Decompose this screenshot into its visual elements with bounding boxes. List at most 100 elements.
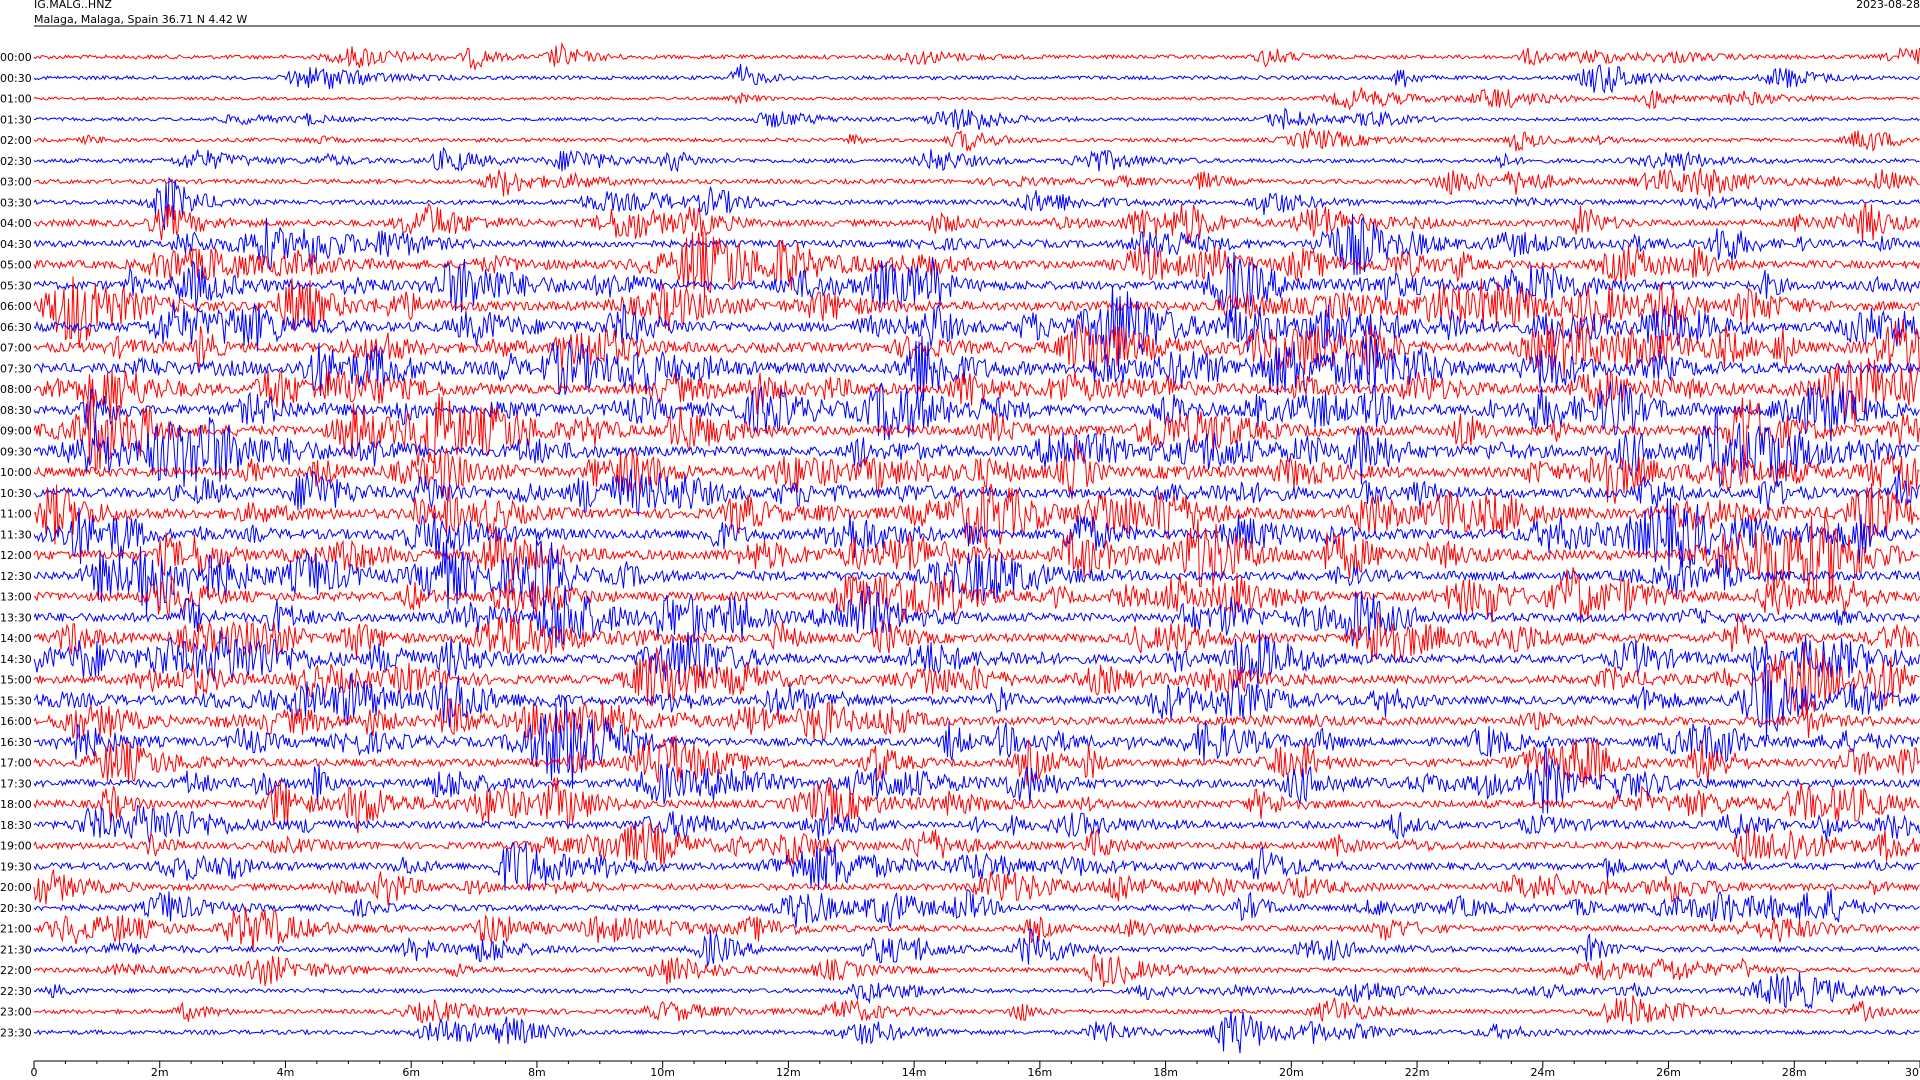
trace-row-1700 bbox=[33, 735, 1920, 788]
row-label-1230: 12:30 bbox=[0, 570, 32, 583]
row-label-1800: 18:00 bbox=[0, 798, 32, 811]
row-label-0130: 01:30 bbox=[0, 113, 32, 126]
trace-row-2300 bbox=[33, 995, 1920, 1025]
trace-row-1930 bbox=[33, 842, 1920, 892]
row-label-0930: 09:30 bbox=[0, 445, 32, 458]
trace-row-1130 bbox=[33, 497, 1920, 571]
row-label-0730: 07:30 bbox=[0, 362, 32, 375]
station-id: IG.MALG..HNZ bbox=[34, 0, 112, 11]
trace-row-0700 bbox=[33, 317, 1920, 377]
row-label-1130: 11:30 bbox=[0, 528, 32, 541]
row-label-0530: 05:30 bbox=[0, 279, 32, 292]
trace-row-2330 bbox=[33, 1011, 1920, 1054]
row-label-1200: 12:00 bbox=[0, 549, 32, 562]
trace-row-1100 bbox=[33, 483, 1920, 549]
trace-row-1000 bbox=[33, 441, 1920, 504]
station-location: Malaga, Malaga, Spain 36.71 N 4.42 W bbox=[34, 13, 248, 26]
row-label-2230: 22:30 bbox=[0, 985, 32, 998]
row-label-2130: 21:30 bbox=[0, 943, 32, 956]
trace-row-2030 bbox=[33, 888, 1920, 928]
trace-row-1300 bbox=[33, 567, 1920, 623]
row-label-0600: 06:00 bbox=[0, 300, 32, 313]
row-label-0400: 04:00 bbox=[0, 217, 32, 230]
trace-row-1600 bbox=[33, 698, 1920, 754]
row-label-1500: 15:00 bbox=[0, 674, 32, 687]
row-label-0000: 00:00 bbox=[0, 51, 32, 64]
x-tick-label: 24m bbox=[1530, 1066, 1555, 1079]
row-label-1700: 17:00 bbox=[0, 757, 32, 770]
trace-row-0530 bbox=[33, 252, 1920, 319]
trace-row-1630 bbox=[33, 697, 1920, 789]
x-tick-label: 10m bbox=[650, 1066, 675, 1079]
x-tick-label: 20m bbox=[1279, 1066, 1304, 1079]
trace-row-0600 bbox=[33, 276, 1920, 349]
trace-row-0330 bbox=[33, 176, 1920, 231]
row-label-0230: 02:30 bbox=[0, 155, 32, 168]
row-label-1900: 19:00 bbox=[0, 840, 32, 853]
x-tick-label: 26m bbox=[1656, 1066, 1681, 1079]
row-label-1600: 16:00 bbox=[0, 715, 32, 728]
row-label-1400: 14:00 bbox=[0, 632, 32, 645]
row-time-labels: 00:00 00:30 01:00 01:30 02:00 02:30 03:00 03:30… bbox=[0, 51, 32, 1039]
row-label-0630: 06:30 bbox=[0, 321, 32, 334]
trace-row-0130 bbox=[33, 107, 1920, 130]
x-tick-label: 16m bbox=[1028, 1066, 1053, 1079]
trace-row-1400 bbox=[33, 611, 1920, 663]
trace-row-1330 bbox=[33, 585, 1920, 648]
trace-row-0900 bbox=[33, 393, 1920, 472]
row-label-0900: 09:00 bbox=[0, 425, 32, 438]
row-label-1930: 19:30 bbox=[0, 860, 32, 873]
trace-row-0500 bbox=[33, 231, 1920, 298]
row-label-0100: 01:00 bbox=[0, 93, 32, 106]
x-tick-label: 2m bbox=[151, 1066, 169, 1079]
x-tick-label: 6m bbox=[402, 1066, 420, 1079]
row-label-0200: 02:00 bbox=[0, 134, 32, 147]
row-label-2200: 22:00 bbox=[0, 964, 32, 977]
trace-row-0030 bbox=[33, 63, 1920, 94]
trace-row-1500 bbox=[33, 642, 1920, 716]
trace-row-0300 bbox=[33, 167, 1920, 197]
row-label-1300: 13:00 bbox=[0, 591, 32, 604]
row-label-0830: 08:30 bbox=[0, 404, 32, 417]
trace-row-1800 bbox=[33, 777, 1920, 834]
trace-row-2100 bbox=[33, 906, 1920, 951]
row-label-2030: 20:30 bbox=[0, 902, 32, 915]
trace-row-1030 bbox=[33, 469, 1920, 517]
trace-row-0100 bbox=[33, 87, 1920, 111]
row-label-2000: 20:00 bbox=[0, 881, 32, 894]
trace-row-2130 bbox=[33, 927, 1920, 967]
trace-row-1430 bbox=[33, 629, 1920, 689]
trace-row-1200 bbox=[33, 511, 1920, 604]
x-tick-label: 4m bbox=[277, 1066, 295, 1079]
x-tick-label: 18m bbox=[1153, 1066, 1178, 1079]
trace-row-0200 bbox=[33, 127, 1920, 152]
row-label-2330: 23:30 bbox=[0, 1026, 32, 1039]
trace-row-2200 bbox=[33, 953, 1920, 988]
row-label-1000: 10:00 bbox=[0, 466, 32, 479]
row-label-2300: 23:00 bbox=[0, 1006, 32, 1019]
row-label-1430: 14:30 bbox=[0, 653, 32, 666]
row-label-0330: 03:30 bbox=[0, 196, 32, 209]
row-label-1630: 16:30 bbox=[0, 736, 32, 749]
trace-row-0930 bbox=[33, 412, 1920, 489]
seismic-traces bbox=[33, 41, 1920, 1054]
trace-row-0430 bbox=[33, 213, 1920, 276]
row-label-0700: 07:00 bbox=[0, 342, 32, 355]
x-tick-label: 0 bbox=[31, 1066, 38, 1079]
x-axis-ticks: 0 2m 4m 6m 8m 10m 12m 14m 16m 18m 20m 22m 24m 26m 28m 3… bbox=[31, 1061, 1920, 1079]
x-tick-label: 22m bbox=[1405, 1066, 1430, 1079]
trace-row-1730 bbox=[33, 743, 1920, 814]
trace-row-1900 bbox=[33, 821, 1920, 866]
row-label-1330: 13:30 bbox=[0, 611, 32, 624]
trace-row-0730 bbox=[33, 335, 1920, 402]
row-label-0030: 00:30 bbox=[0, 72, 32, 85]
row-label-1100: 11:00 bbox=[0, 508, 32, 521]
trace-row-2230 bbox=[33, 971, 1920, 1010]
row-label-2100: 21:00 bbox=[0, 923, 32, 936]
row-label-0800: 08:00 bbox=[0, 383, 32, 396]
row-label-1830: 18:30 bbox=[0, 819, 32, 832]
trace-row-1830 bbox=[33, 804, 1920, 844]
trace-row-0400 bbox=[33, 202, 1920, 245]
trace-row-1230 bbox=[33, 539, 1920, 615]
row-label-0500: 05:00 bbox=[0, 259, 32, 272]
